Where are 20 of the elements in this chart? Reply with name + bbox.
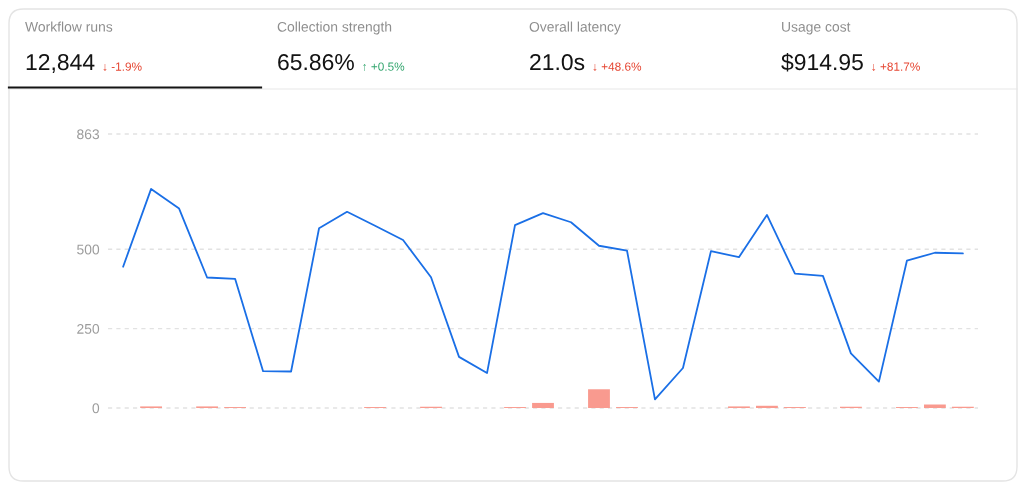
text: Collection strength — [277, 21, 392, 35]
text: 21.0s — [530, 54, 585, 71]
y-tick-label: 250 — [77, 323, 100, 334]
y-tick-label: 863 — [77, 129, 100, 140]
text: ↑ +0.5% — [363, 62, 405, 71]
y-tick-label: 0 — [92, 403, 100, 414]
text: Overall latency — [529, 21, 621, 35]
bar — [588, 389, 610, 408]
text: ↓ +81.7% — [872, 62, 920, 71]
line-series — [122, 188, 964, 401]
y-tick-label: 500 — [77, 244, 100, 255]
text: 12,844 — [26, 54, 95, 73]
text: $914.95 — [781, 53, 863, 72]
bar — [532, 402, 554, 408]
text: Usage cost — [782, 22, 851, 35]
text: ↓ -1.9% — [103, 62, 142, 71]
text: Workflow runs — [25, 21, 113, 32]
text: ↓ +48.6% — [593, 62, 642, 71]
text: 65.86% — [278, 54, 354, 71]
bar — [756, 405, 778, 408]
